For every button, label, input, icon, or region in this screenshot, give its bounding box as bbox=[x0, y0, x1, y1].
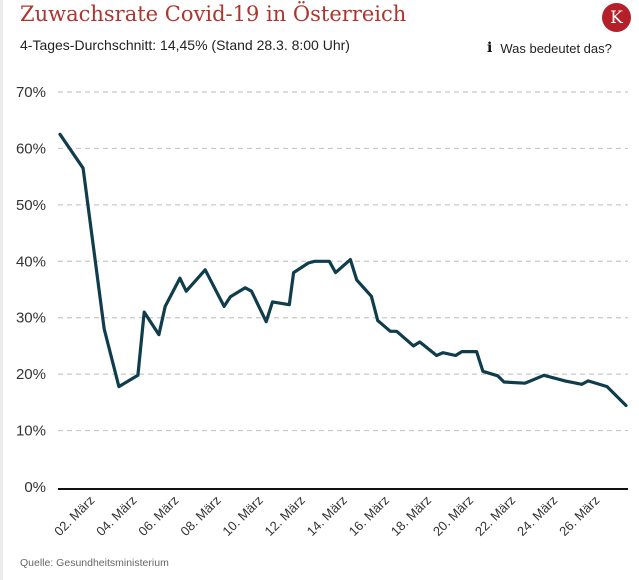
info-link[interactable]: i Was bedeutet das? bbox=[487, 40, 612, 56]
x-tick-label: 18. März bbox=[388, 493, 434, 539]
info-icon: i bbox=[487, 40, 493, 56]
x-tick-label: 26. März bbox=[556, 493, 602, 539]
chart-subtitle: 4-Tages-Durchschnitt: 14,45% (Stand 28.3… bbox=[20, 37, 350, 53]
source-note: Quelle: Gesundheitsministerium bbox=[20, 557, 169, 569]
y-tick-label: 20% bbox=[16, 366, 46, 383]
brand-logo: K bbox=[602, 3, 631, 32]
y-tick-label: 0% bbox=[24, 479, 46, 496]
x-tick-label: 02. März bbox=[51, 493, 97, 539]
x-tick-label: 22. März bbox=[472, 493, 518, 539]
y-tick-label: 70% bbox=[16, 84, 46, 101]
y-tick-label: 30% bbox=[16, 310, 46, 327]
y-tick-label: 40% bbox=[16, 253, 46, 270]
series-points bbox=[59, 134, 627, 406]
frame-border bbox=[0, 0, 3, 580]
x-tick-label: 04. März bbox=[93, 493, 139, 539]
x-tick-label: 06. März bbox=[135, 493, 181, 539]
x-tick-label: 08. März bbox=[177, 493, 223, 539]
x-tick-label: 12. März bbox=[262, 493, 308, 539]
chart-title: Zuwachsrate Covid-19 in Österreich bbox=[20, 2, 407, 26]
x-tick-label: 20. März bbox=[430, 493, 476, 539]
y-tick-label: 50% bbox=[16, 197, 46, 214]
info-link-label: Was bedeutet das? bbox=[500, 40, 612, 56]
y-tick-label: 60% bbox=[16, 140, 46, 157]
x-tick-label: 10. März bbox=[219, 493, 265, 539]
x-tick-label: 16. März bbox=[346, 493, 392, 539]
gridlines bbox=[58, 91, 628, 432]
y-axis-ticks: 0% 10% 20% 30% 40% 50% 60% 70% bbox=[16, 84, 46, 496]
y-tick-label: 10% bbox=[16, 423, 46, 440]
logo-letter: K bbox=[610, 7, 623, 28]
x-tick-label: 24. März bbox=[514, 493, 560, 539]
series-line bbox=[58, 132, 628, 408]
x-tick-label: 14. März bbox=[304, 493, 350, 539]
